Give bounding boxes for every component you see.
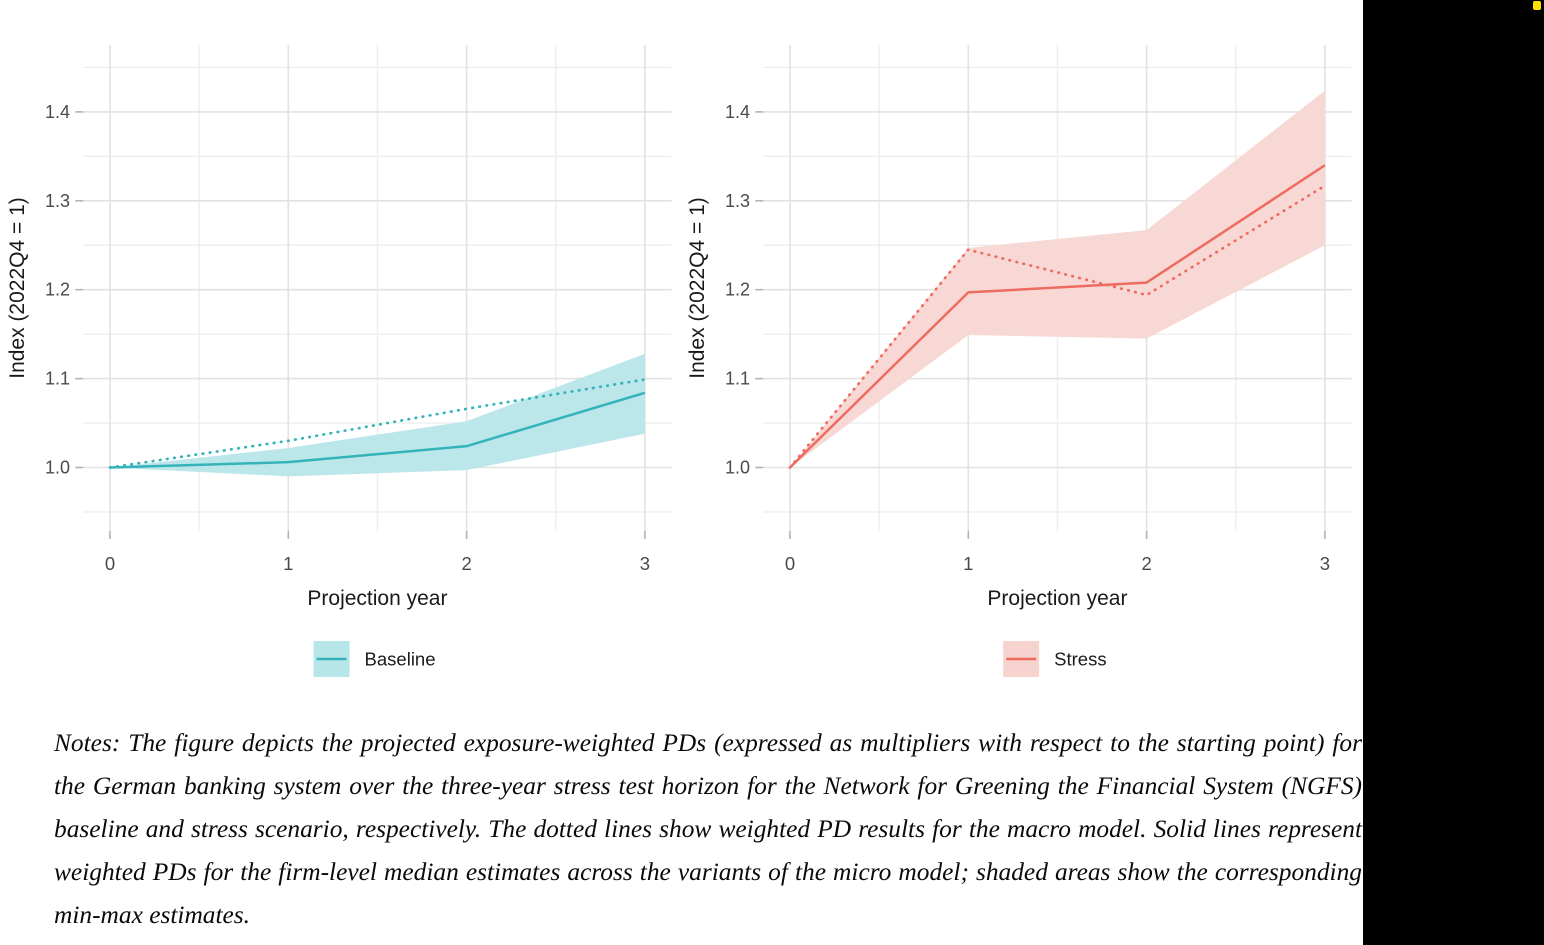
black-sidebar-region xyxy=(1363,0,1544,945)
y-tick-label: 1.4 xyxy=(725,102,750,122)
y-tick-label: 1.3 xyxy=(725,191,750,211)
y-tick-label: 1.3 xyxy=(45,191,70,211)
min-max-band xyxy=(110,353,645,477)
micro-model-solid-line xyxy=(789,164,1326,469)
stress-line-chart: 0 1 2 3 1.0 1.1 1.2 1.3 1.4 Projection year Index … xyxy=(686,45,1352,677)
y-tick-label: 1.4 xyxy=(45,102,70,122)
x-tick-label: 2 xyxy=(461,553,471,574)
min-max-band xyxy=(790,90,1325,468)
y-axis-title: Index (2022Q4 = 1) xyxy=(686,197,709,379)
micro-model-solid-line xyxy=(109,391,646,469)
notes-text: Notes: The figure depicts the projected … xyxy=(54,729,1362,929)
x-tick-label: 1 xyxy=(963,553,973,574)
x-tick-label: 3 xyxy=(1320,553,1330,574)
x-tick-label: 2 xyxy=(1141,553,1151,574)
y-tick-label: 1.1 xyxy=(45,369,70,389)
y-tick-label: 1.0 xyxy=(725,458,750,478)
x-tick-label: 0 xyxy=(785,553,795,574)
y-axis-title: Index (2022Q4 = 1) xyxy=(6,197,29,379)
y-tick-label: 1.2 xyxy=(45,280,70,300)
macro-model-dotted-line xyxy=(788,184,1327,469)
x-tick-label: 0 xyxy=(105,553,115,574)
y-tick-label: 1.0 xyxy=(45,458,70,478)
x-axis-title: Projection year xyxy=(307,587,447,610)
yellow-marker xyxy=(1533,1,1541,10)
x-tick-label: 3 xyxy=(640,553,650,574)
x-axis-title: Projection year xyxy=(987,587,1127,610)
baseline-line-chart: 0 1 2 3 1.0 1.1 1.2 1.3 1.4 Projection year Index … xyxy=(6,45,672,677)
charts-row: 0 1 2 3 1.0 1.1 1.2 1.3 1.4 Projection year Index … xyxy=(0,40,1363,690)
y-tick-label: 1.1 xyxy=(725,369,750,389)
y-tick-label: 1.2 xyxy=(725,280,750,300)
x-tick-label: 1 xyxy=(283,553,293,574)
legend-label: Stress xyxy=(1054,649,1106,670)
legend-label: Baseline xyxy=(365,649,436,670)
